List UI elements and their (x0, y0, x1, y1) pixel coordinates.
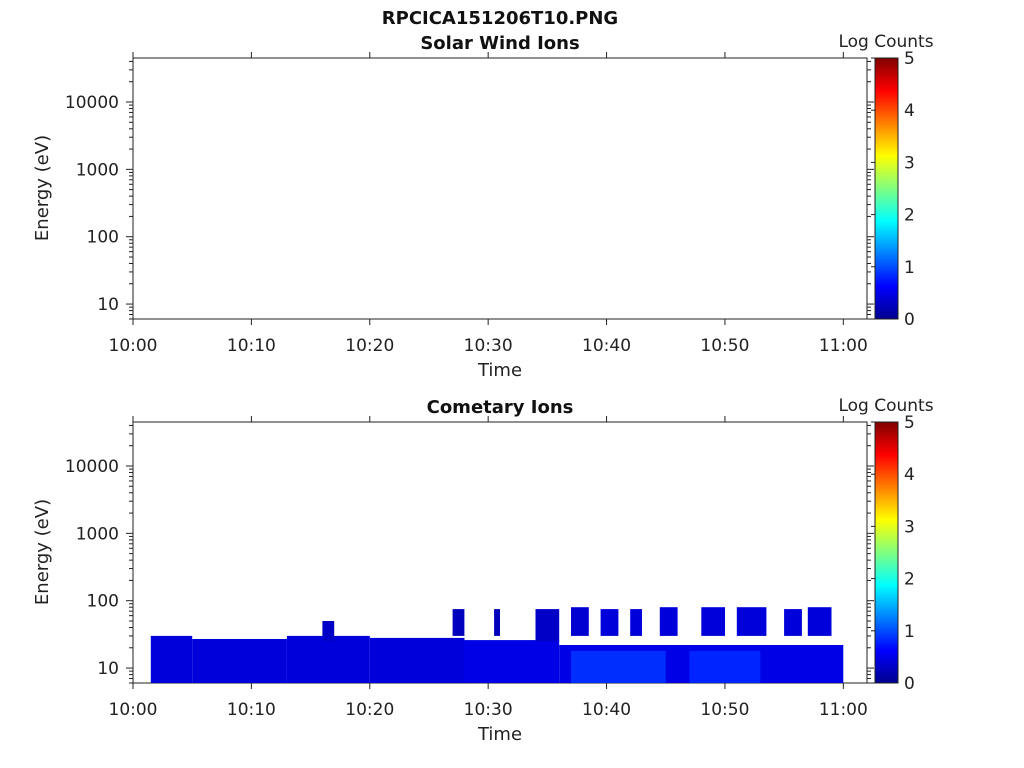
y-tick-label: 100 (87, 228, 119, 248)
colorbar-gradient-cometary (874, 421, 899, 684)
x-tick-label: 11:00 (819, 336, 868, 356)
x-axis-label-solar-wind: Time (477, 360, 522, 381)
x-tick-label: 10:20 (345, 700, 394, 720)
x-tick-label: 10:40 (582, 700, 631, 720)
panel-title-cometary: Cometary Ions (427, 397, 574, 418)
axes-solar-wind: 10:00 10:10 10:20 10:30 10:40 10:50 11:00 10 100… (65, 52, 874, 356)
colorbar-tick-label: 5 (904, 413, 915, 433)
heatmap-cell (464, 640, 560, 683)
y-tick-label: 100 (87, 592, 119, 612)
panel-title-solar-wind: Solar Wind Ions (420, 33, 579, 54)
heatmap-cell (701, 607, 725, 636)
x-tick-label: 10:50 (700, 700, 749, 720)
y-tick-label: 10000 (65, 457, 119, 477)
colorbar-tick-label: 4 (904, 465, 915, 485)
heatmap-cell (736, 607, 767, 636)
heatmap-cell (689, 650, 761, 683)
colorbar-tick-label: 5 (904, 49, 915, 69)
colorbar-tick-label: 1 (904, 622, 915, 642)
x-tick-label: 10:30 (464, 336, 513, 356)
heatmap-cell (630, 609, 642, 636)
x-axis-label-cometary: Time (477, 724, 522, 745)
heatmap-cell (322, 621, 335, 642)
y-tick-label: 1000 (76, 160, 119, 180)
colorbar-tick-label: 2 (904, 570, 915, 590)
plot-area-solar-wind (132, 57, 868, 320)
colorbar-tick-label: 3 (904, 153, 915, 173)
colorbar-tick-label: 3 (904, 517, 915, 537)
y-tick-label: 10000 (65, 93, 119, 113)
x-tick-label: 10:00 (109, 700, 158, 720)
colorbar-tick-label: 2 (904, 206, 915, 226)
heatmap-cell (494, 609, 500, 636)
colorbar-tick-label: 1 (904, 258, 915, 278)
colorbar-cometary: Log Counts 0 1 2 3 4 5 (838, 396, 933, 694)
colorbar-tick-label: 4 (904, 101, 915, 121)
heatmap-cell (600, 609, 619, 636)
figure-title: RPCICA151206T10.PNG (382, 8, 618, 29)
colorbar-label-cometary: Log Counts (838, 396, 933, 416)
colorbar-tick-label: 0 (904, 674, 915, 694)
heatmap-cells-cometary (150, 607, 844, 683)
x-tick-label: 10:50 (700, 336, 749, 356)
colorbar-solar-wind: Log Counts 0 1 2 3 4 5 (838, 32, 933, 330)
y-axis-label-solar-wind: Energy (eV) (32, 135, 53, 241)
heatmap-cell (571, 650, 666, 683)
x-tick-label: 10:20 (345, 336, 394, 356)
y-tick-label: 10 (97, 659, 119, 679)
panel-cometary-ions: Cometary Ions 10:00 10:10 10:20 10:30 10:40 1… (32, 396, 934, 745)
colorbar-gradient-solar-wind (874, 57, 899, 320)
x-tick-label: 10:10 (227, 700, 276, 720)
colorbar-tick-label: 0 (904, 310, 915, 330)
axes-cometary: 10:00 10:10 10:20 10:30 10:40 10:50 11:00 10 100… (65, 416, 874, 720)
y-axis-label-cometary: Energy (eV) (32, 499, 53, 605)
heatmap-cell (192, 639, 287, 683)
y-tick-label: 1000 (76, 524, 119, 544)
heatmap-cell (571, 607, 589, 636)
y-tick-label: 10 (97, 295, 119, 315)
x-tick-label: 10:10 (227, 336, 276, 356)
colorbar-label-solar-wind: Log Counts (838, 32, 933, 52)
heatmap-cell (286, 635, 370, 683)
x-tick-label: 10:30 (464, 700, 513, 720)
heatmap-cell (659, 607, 678, 636)
panel-solar-wind-ions: Solar Wind Ions 10:00 10:10 10:20 10:30 10:4… (32, 32, 934, 381)
heatmap-cell (150, 635, 193, 683)
heatmap-cell (369, 637, 465, 683)
heatmap-cell (807, 607, 832, 636)
x-tick-label: 10:40 (582, 336, 631, 356)
heatmap-cell (452, 609, 465, 636)
x-tick-label: 10:00 (109, 336, 158, 356)
x-tick-label: 11:00 (819, 700, 868, 720)
heatmap-cell (535, 609, 560, 642)
heatmap-cell (784, 609, 802, 636)
